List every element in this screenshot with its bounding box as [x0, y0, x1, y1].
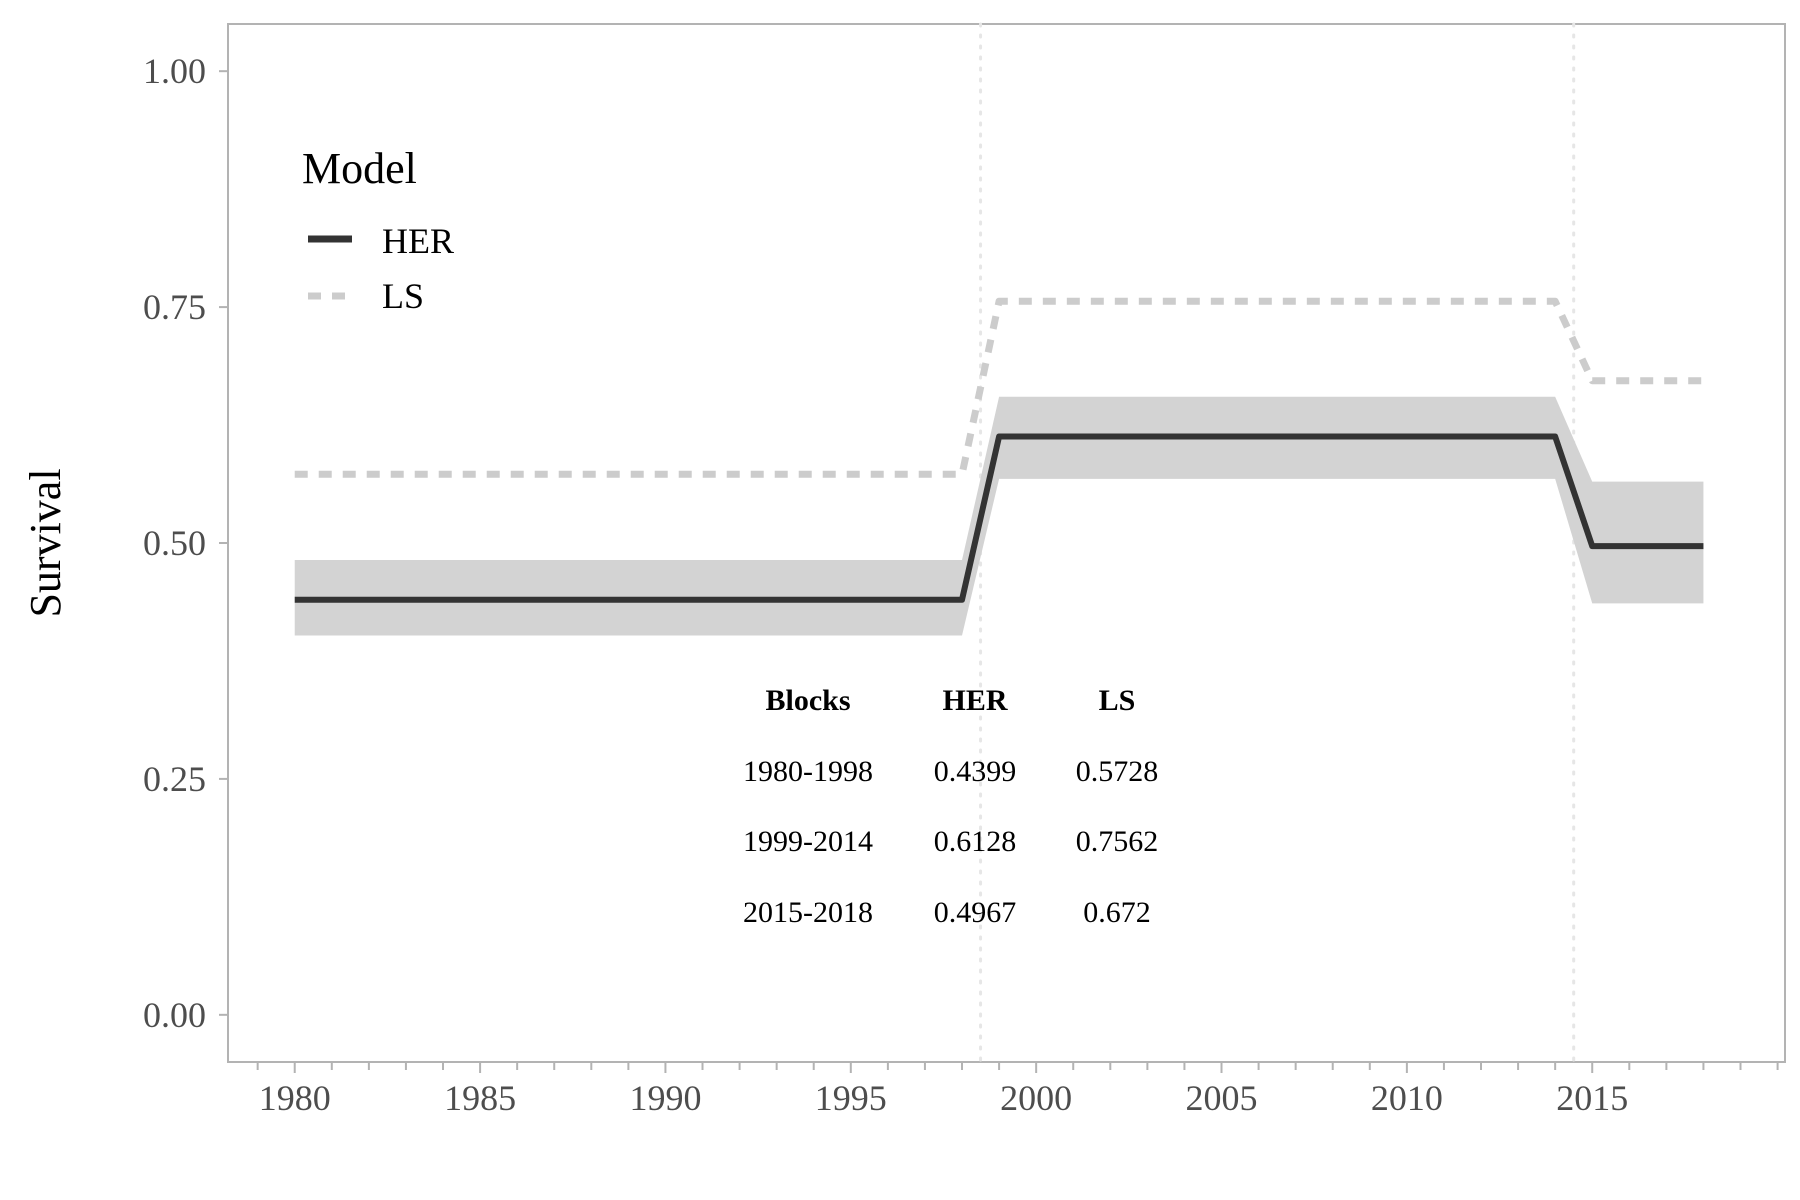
y-tick-label: 0.50	[143, 523, 206, 563]
y-axis-label: Survival	[21, 468, 70, 617]
x-tick-label: 1995	[815, 1078, 887, 1118]
table-cell-ls: 0.5728	[1076, 755, 1159, 788]
blocks-table: Blocks HER LS 1980-1998 0.4399 0.5728 19…	[743, 684, 1158, 929]
legend-label-her: HER	[382, 221, 454, 261]
table-cell-block: 1980-1998	[743, 755, 873, 788]
ls-series-line	[294, 297, 1704, 478]
x-tick-label: 1980	[259, 1078, 331, 1118]
x-tick-label: 2000	[1000, 1078, 1072, 1118]
y-tick-label: 0.00	[143, 995, 206, 1035]
y-tick-label: 0.75	[143, 287, 206, 327]
her-series-line	[294, 433, 1704, 603]
table-cell-her: 0.6128	[934, 825, 1017, 858]
table-cell-ls: 0.7562	[1076, 825, 1159, 858]
table-cell-block: 1999-2014	[743, 825, 873, 858]
legend-title: Model	[302, 144, 417, 193]
table-cell-ls: 0.672	[1083, 896, 1151, 929]
x-tick-label: 1990	[629, 1078, 701, 1118]
x-tick-label: 1985	[444, 1078, 516, 1118]
y-tick-label: 1.00	[143, 51, 206, 91]
table-cell-her: 0.4399	[934, 755, 1017, 788]
her-confidence-band	[294, 396, 1704, 636]
legend-label-ls: LS	[382, 276, 424, 316]
table-cell-block: 2015-2018	[743, 896, 873, 929]
y-tick-label: 0.25	[143, 759, 206, 799]
table-cell-her: 0.4967	[934, 896, 1017, 929]
table-header-her: HER	[942, 684, 1007, 717]
x-tick-label: 2005	[1186, 1078, 1258, 1118]
x-tick-label: 2015	[1556, 1078, 1628, 1118]
table-header-ls: LS	[1099, 684, 1136, 717]
legend: Model HER LS	[302, 144, 454, 316]
table-header-blocks: Blocks	[765, 684, 850, 717]
x-tick-label: 2010	[1371, 1078, 1443, 1118]
